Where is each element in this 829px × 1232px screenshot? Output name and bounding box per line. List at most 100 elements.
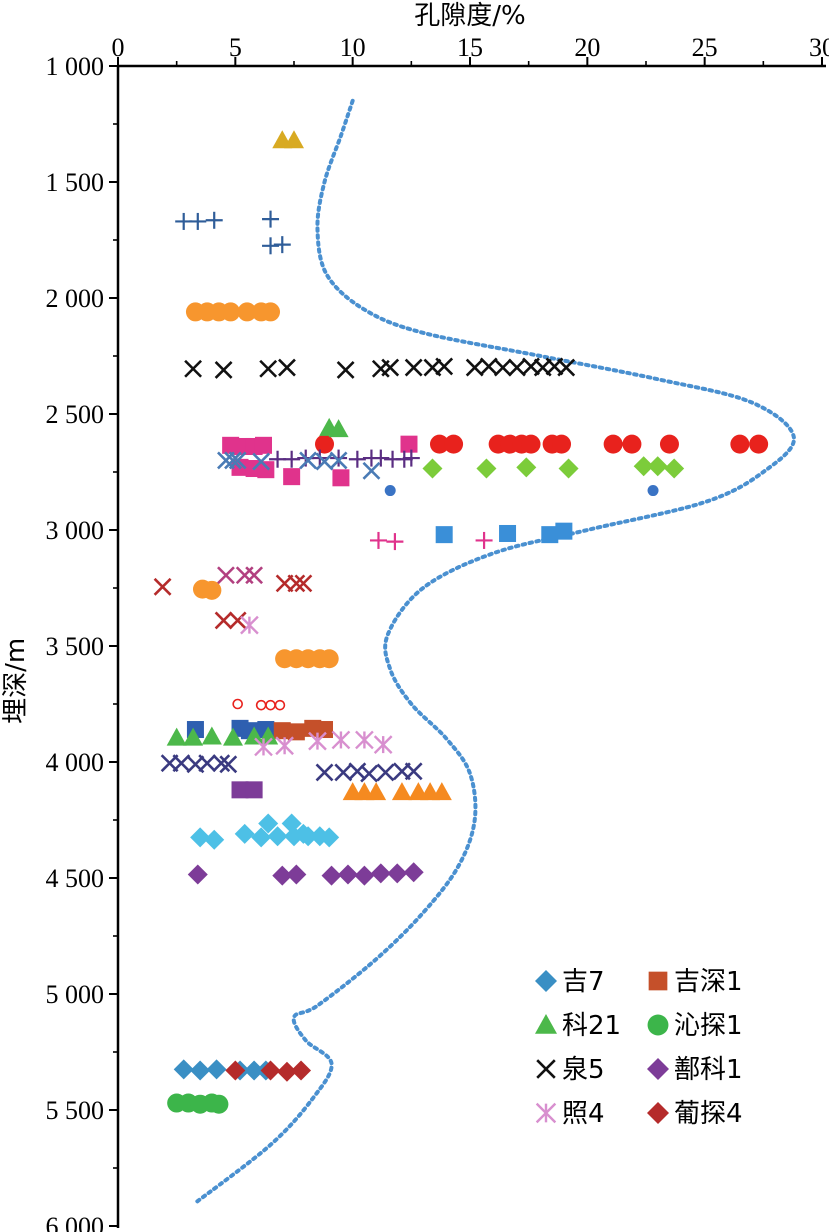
- legend-item: 葡探4: [647, 1099, 743, 1129]
- series-unlabeled-9: [217, 451, 381, 480]
- data-point: [287, 574, 306, 593]
- data-point: [172, 754, 191, 773]
- data-point: [273, 722, 291, 740]
- data-point: [255, 699, 267, 711]
- y-tick-label: 2 000: [46, 284, 105, 313]
- data-point: [516, 457, 537, 478]
- y-tick-label: 6 000: [46, 1212, 105, 1232]
- y-tick-label: 1 500: [46, 168, 105, 197]
- data-point: [217, 566, 235, 585]
- data-point: [153, 577, 172, 596]
- data-point: [267, 826, 288, 847]
- data-point: [262, 210, 280, 228]
- data-point: [647, 456, 668, 477]
- series-unlabeled-2: [185, 302, 339, 669]
- y-tick-label: 3 000: [46, 516, 105, 545]
- data-point: [273, 236, 291, 254]
- data-point: [212, 754, 231, 773]
- data-point: [366, 782, 387, 801]
- legend: 吉7 吉深1 科21 沁探1 泉5 鄯科1 照4 葡探4: [535, 967, 743, 1129]
- data-point: [373, 735, 393, 754]
- data-point: [206, 1059, 227, 1080]
- data-point: [184, 359, 203, 378]
- data-point: [166, 727, 187, 746]
- legend-marker: [647, 1102, 669, 1124]
- data-point: [291, 1060, 312, 1081]
- data-point: [231, 781, 249, 799]
- series-1: [273, 719, 334, 741]
- data-point: [444, 434, 464, 454]
- series-4: [184, 357, 576, 379]
- series-unlabeled-15: [160, 754, 423, 783]
- data-point: [244, 1060, 265, 1081]
- data-point: [259, 359, 278, 378]
- data-point: [287, 723, 305, 741]
- y-tick-label: 1 000: [46, 52, 105, 81]
- legend-item: 泉5: [536, 1055, 605, 1085]
- data-point: [557, 358, 576, 377]
- data-point: [403, 862, 424, 883]
- data-point: [386, 533, 404, 551]
- y-axis-title: 埋深/m: [1, 638, 31, 724]
- data-point: [315, 434, 335, 454]
- legend-item: 照4: [535, 1099, 605, 1129]
- data-point: [245, 566, 264, 585]
- x-tick-label: 20: [574, 33, 600, 62]
- data-point: [261, 302, 281, 322]
- series-3: [167, 1093, 229, 1114]
- data-point: [360, 764, 379, 783]
- data-point: [328, 419, 349, 438]
- data-point: [274, 699, 286, 711]
- data-point: [189, 212, 207, 230]
- data-point: [244, 726, 265, 745]
- data-point: [337, 864, 358, 885]
- porosity-trend-curve: [193, 98, 796, 1205]
- legend-item: 沁探1: [647, 1011, 743, 1041]
- data-point: [224, 451, 242, 470]
- series-unlabeled-12: [153, 574, 313, 630]
- data-point: [245, 781, 263, 799]
- x-tick-label: 15: [457, 33, 483, 62]
- legend-marker: [535, 1014, 557, 1034]
- legend-item: 科21: [535, 1011, 621, 1041]
- data-point: [183, 727, 204, 746]
- data-point: [308, 731, 327, 751]
- data-point: [319, 827, 340, 848]
- legend-item: 吉7: [535, 967, 605, 997]
- data-point: [278, 358, 296, 377]
- data-point: [272, 865, 293, 886]
- data-point: [214, 611, 233, 630]
- data-point: [316, 721, 334, 739]
- legend-label: 泉5: [562, 1055, 605, 1085]
- data-point: [603, 434, 623, 454]
- data-point: [499, 524, 517, 542]
- data-point: [372, 449, 390, 467]
- data-point: [276, 1061, 297, 1082]
- data-point: [555, 522, 573, 540]
- data-point: [228, 611, 247, 630]
- data-point: [429, 434, 449, 454]
- data-point: [198, 754, 217, 773]
- data-point: [400, 435, 418, 453]
- data-point: [749, 434, 769, 454]
- data-point: [730, 434, 750, 454]
- legend-label: 沁探1: [674, 1011, 743, 1041]
- data-point: [219, 755, 238, 774]
- data-point: [202, 580, 222, 600]
- data-point: [283, 450, 301, 468]
- data-point: [404, 762, 423, 781]
- data-point: [493, 358, 512, 377]
- series-unlabeled-1: [272, 130, 304, 149]
- series-unlabeled-13: [232, 698, 286, 711]
- data-point: [257, 461, 275, 479]
- data-point: [225, 1060, 246, 1081]
- data-point: [622, 434, 642, 454]
- data-point: [381, 358, 400, 377]
- data-point: [205, 211, 223, 229]
- data-point: [262, 237, 280, 255]
- data-point: [237, 302, 257, 322]
- legend-label: 吉深1: [674, 967, 743, 997]
- data-point: [558, 458, 579, 479]
- data-point: [508, 358, 526, 377]
- data-point: [173, 1059, 194, 1080]
